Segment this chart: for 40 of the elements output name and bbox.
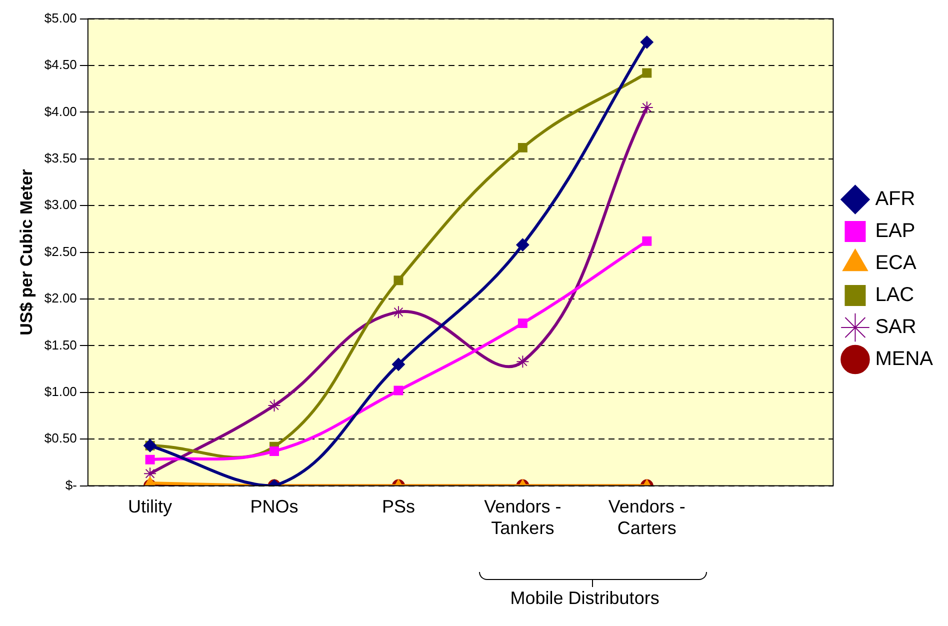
y-tick-label: $3.50: [44, 150, 77, 166]
point: [640, 36, 654, 49]
y-tick-label: $-: [65, 477, 77, 492]
legend-label: ECA: [875, 252, 917, 274]
text: Mobile Distributors: [510, 588, 660, 608]
y-tick-label: $4.00: [44, 104, 77, 119]
point: [516, 355, 530, 368]
y-tick-label: $2.00: [44, 290, 77, 306]
y-tick-label: $1.50: [44, 337, 77, 352]
x-tick-label: Utility: [128, 496, 172, 517]
point: [516, 238, 530, 252]
legend-label: AFR: [875, 188, 916, 210]
y-tick-label: $5.00: [44, 10, 77, 26]
y-tick-label: $2.50: [44, 244, 77, 259]
x-tick-label: Vendors - Carters: [608, 496, 686, 538]
point: [518, 142, 528, 152]
y-tick-label: $3.00: [44, 197, 77, 212]
point: [268, 398, 281, 412]
legend-label: SAR: [875, 316, 916, 338]
point: [642, 68, 652, 78]
x-tick-label: PNOs: [250, 496, 298, 517]
point: [642, 236, 652, 246]
point: [392, 306, 405, 319]
legend-label: LAC: [875, 284, 914, 306]
y-axis-title: US$ per Cubic Meter: [16, 168, 36, 336]
y-tick-label: $0.50: [44, 430, 77, 446]
point: [145, 454, 155, 464]
x-tick-label: Vendors - Tankers: [484, 496, 562, 538]
y-tick-label: $4.50: [44, 57, 77, 72]
point: [144, 467, 157, 480]
point: [392, 358, 405, 371]
point: [518, 318, 528, 328]
point: [394, 276, 404, 286]
point: [270, 446, 279, 456]
x-tick-label: PSs: [382, 496, 415, 517]
y-tick-label: $1.00: [44, 384, 77, 399]
point: [394, 386, 404, 396]
legend-label: MENA: [875, 348, 934, 370]
point: [640, 101, 654, 114]
legend-label: EAP: [875, 220, 916, 242]
